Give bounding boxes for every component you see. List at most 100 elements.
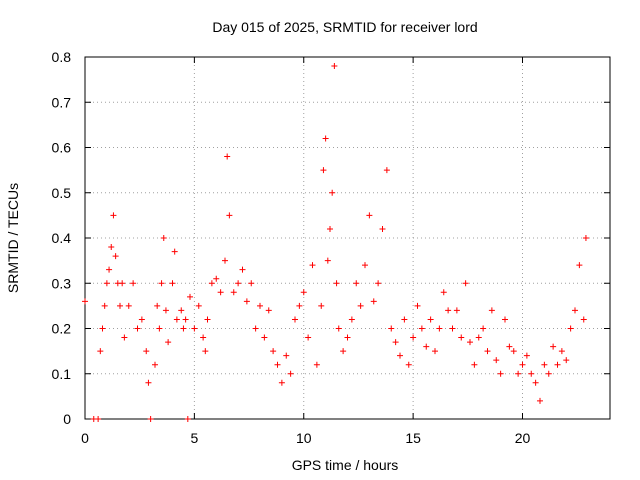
y-tick-label: 0.1 [52, 366, 72, 382]
y-tick-label: 0.3 [52, 275, 72, 291]
data-point [154, 302, 161, 309]
data-point [471, 361, 478, 368]
data-point [436, 325, 443, 332]
data-point [110, 212, 117, 219]
data-point [95, 416, 102, 422]
data-points [82, 63, 589, 422]
data-point [320, 167, 327, 174]
data-point [213, 275, 220, 282]
x-tick-label: 15 [405, 430, 421, 446]
data-point [432, 348, 438, 355]
data-point [169, 280, 176, 287]
data-point [191, 325, 198, 332]
data-point [195, 302, 202, 309]
data-point [226, 212, 233, 219]
data-point [506, 343, 513, 350]
data-point [392, 339, 399, 346]
data-point [292, 316, 298, 323]
data-point [265, 307, 272, 314]
y-tick-label: 0.8 [52, 49, 72, 65]
data-point [230, 289, 237, 296]
data-point [335, 325, 342, 332]
data-point [414, 302, 421, 309]
x-axis-label: GPS time / hours [292, 457, 399, 473]
data-point [300, 289, 307, 296]
data-point [200, 334, 207, 341]
data-point [418, 325, 425, 332]
data-point [152, 361, 158, 368]
data-point [112, 253, 119, 260]
data-point [145, 379, 152, 386]
data-point [532, 379, 539, 386]
y-tick-label: 0.5 [52, 185, 72, 201]
data-point [515, 370, 522, 377]
data-point [224, 153, 231, 160]
data-point [134, 325, 141, 332]
data-point [313, 361, 320, 368]
data-point [143, 348, 150, 355]
data-point [296, 302, 303, 309]
data-point [165, 339, 172, 346]
data-point [362, 262, 368, 269]
data-point [344, 334, 351, 341]
data-point [324, 257, 331, 264]
data-point [178, 307, 185, 314]
data-point [252, 325, 259, 332]
data-point [158, 280, 165, 287]
data-point [397, 352, 403, 359]
x-tick-label: 20 [515, 430, 531, 446]
data-point [329, 189, 336, 196]
data-point [497, 370, 504, 377]
chart-title: Day 015 of 2025, SRMTID for receiver lor… [212, 19, 477, 35]
data-point [475, 334, 482, 341]
data-point [545, 370, 552, 377]
data-point [383, 167, 390, 174]
data-point [541, 361, 548, 368]
data-point [274, 361, 281, 368]
data-point [278, 379, 285, 386]
gridlines [85, 57, 610, 419]
data-point [523, 352, 530, 359]
data-point [370, 298, 377, 305]
data-point [357, 302, 364, 309]
data-point [106, 266, 113, 273]
x-tick-label: 5 [190, 430, 198, 446]
data-point [340, 348, 347, 355]
data-point [184, 416, 191, 422]
x-tick-label: 0 [81, 430, 89, 446]
data-point [97, 348, 104, 355]
data-point [156, 325, 163, 332]
y-tick-label: 0.2 [52, 321, 72, 337]
data-point [125, 302, 132, 309]
data-point [160, 235, 167, 241]
data-point [171, 248, 178, 255]
data-point [554, 361, 561, 368]
data-point [333, 280, 340, 287]
data-point [119, 280, 126, 287]
y-tick-label: 0.7 [52, 94, 72, 110]
data-point [217, 289, 224, 296]
data-point [458, 334, 465, 341]
data-point [484, 348, 491, 355]
data-point [318, 302, 325, 309]
data-point [283, 352, 290, 359]
data-point [567, 325, 574, 332]
axis-ticks: 0 0.1 0.2 0.3 0.4 0.5 0.6 0.7 0.8 0 5 10 15 20 [52, 49, 610, 446]
data-point [401, 316, 408, 323]
data-point [379, 225, 386, 232]
data-point [480, 325, 487, 332]
data-point [493, 357, 500, 364]
data-point [519, 361, 526, 368]
data-point [287, 370, 294, 377]
data-point [103, 280, 110, 287]
data-point [550, 343, 557, 350]
data-point [537, 397, 543, 404]
data-point [187, 293, 193, 300]
data-point [558, 348, 565, 355]
data-point [405, 361, 412, 368]
data-point [582, 235, 589, 241]
y-axis-label: SRMTID / TECUs [5, 183, 21, 293]
data-point [261, 334, 268, 341]
